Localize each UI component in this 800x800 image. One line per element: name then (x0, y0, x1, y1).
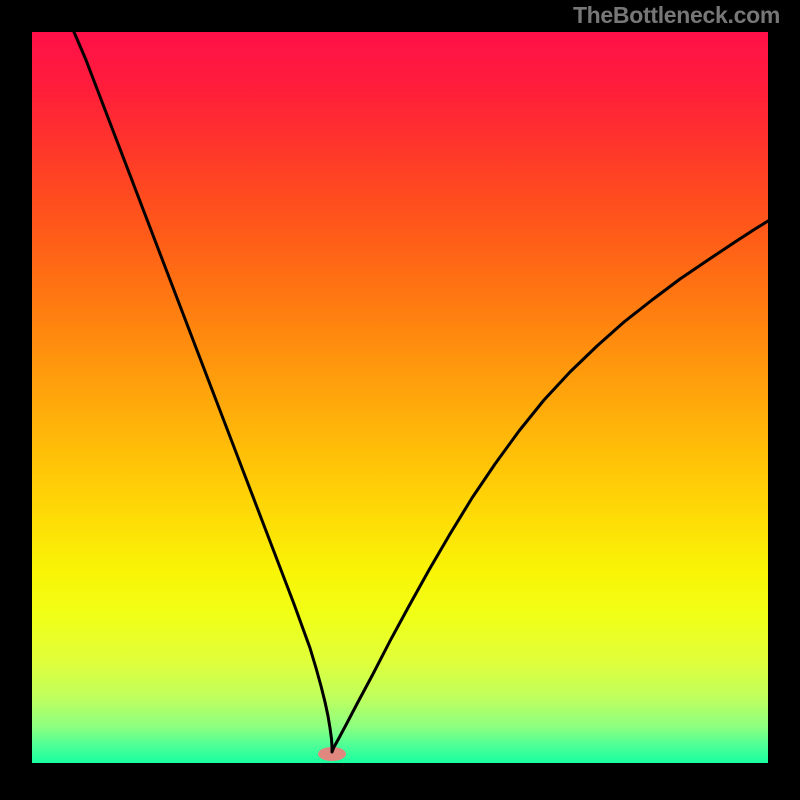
chart-canvas (0, 0, 800, 800)
chart-frame: TheBottleneck.com (0, 0, 800, 800)
watermark-text: TheBottleneck.com (573, 2, 780, 29)
plot-gradient (32, 32, 768, 763)
